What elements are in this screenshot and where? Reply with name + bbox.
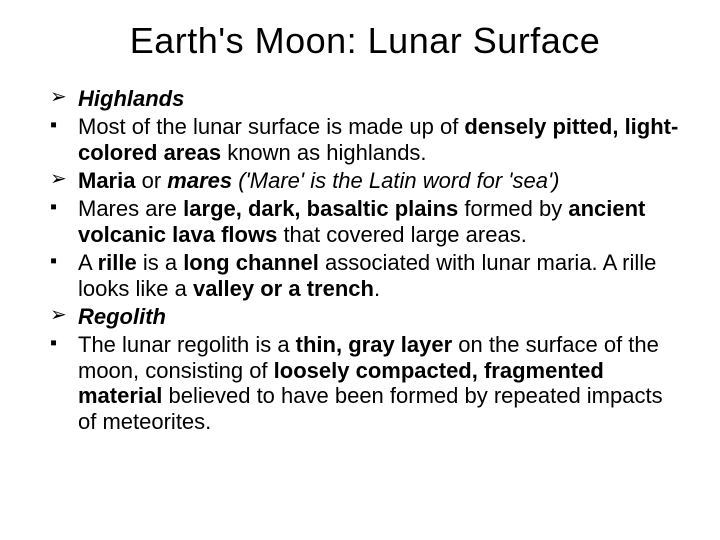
arrow-icon: ➢ [50, 86, 72, 110]
bullet-list: ➢Highlands▪Most of the lunar surface is … [50, 86, 680, 435]
list-item: ▪The lunar regolith is a thin, gray laye… [50, 332, 680, 436]
square-icon: ▪ [50, 114, 72, 138]
list-item: ▪Most of the lunar surface is made up of… [50, 114, 680, 166]
square-icon: ▪ [50, 196, 72, 220]
list-item: ➢Maria or mares ('Mare' is the Latin wor… [50, 168, 680, 194]
list-item-text: Mares are large, dark, basaltic plains f… [78, 196, 645, 247]
square-icon: ▪ [50, 332, 72, 356]
list-item-text: The lunar regolith is a thin, gray layer… [78, 332, 663, 435]
arrow-icon: ➢ [50, 168, 72, 192]
arrow-icon: ➢ [50, 304, 72, 328]
page-title: Earth's Moon: Lunar Surface [50, 20, 680, 62]
square-icon: ▪ [50, 250, 72, 274]
list-item-text: Highlands [78, 86, 184, 111]
list-item-text: A rille is a long channel associated wit… [78, 250, 656, 301]
list-item: ▪Mares are large, dark, basaltic plains … [50, 196, 680, 248]
list-item-text: Most of the lunar surface is made up of … [78, 114, 678, 165]
list-item-text: Maria or mares ('Mare' is the Latin word… [78, 168, 560, 193]
list-item: ➢Highlands [50, 86, 680, 112]
list-item: ▪A rille is a long channel associated wi… [50, 250, 680, 302]
list-item: ➢Regolith [50, 304, 680, 330]
list-item-text: Regolith [78, 304, 166, 329]
